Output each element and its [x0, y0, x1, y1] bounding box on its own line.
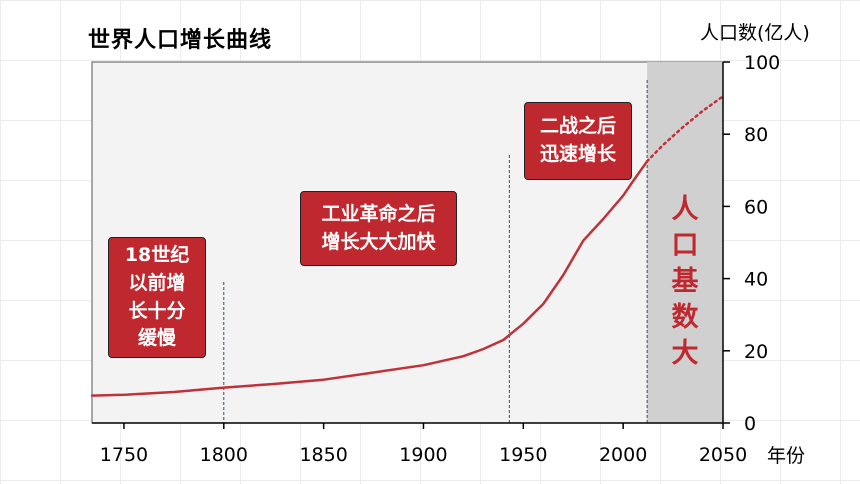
- y-tick-label-100: 100: [744, 52, 780, 74]
- callout-pre-18th-century-text: 18世纪 以前增 长十分 缓慢: [124, 244, 190, 350]
- x-tick-label-2000: 2000: [599, 444, 647, 466]
- callout-industrial-revolution: 工业革命之后 增长大大加快: [300, 191, 457, 266]
- y-tick-label-80: 80: [744, 124, 768, 146]
- callout-post-ww2-text: 二战之后 迅速增长: [539, 115, 616, 165]
- y-axis-unit-label: 人口数(亿人): [700, 22, 810, 44]
- x-tick-label-2050: 2050: [699, 444, 747, 466]
- callout-pre-18th-century: 18世纪 以前增 长十分 缓慢: [108, 237, 206, 358]
- y-tick-label-0: 0: [744, 413, 756, 435]
- x-tick-label-1850: 1850: [299, 444, 347, 466]
- y-tick-label-20: 20: [744, 341, 768, 363]
- x-tick-label-1900: 1900: [399, 444, 447, 466]
- y-tick-label-60: 60: [744, 196, 768, 218]
- shaded-region-label: 人口基数大: [671, 194, 699, 369]
- x-axis-unit-label: 年份: [767, 445, 806, 467]
- shaded-region: [647, 62, 723, 423]
- chart-title: 世界人口增长曲线: [88, 28, 273, 53]
- x-tick-label-1800: 1800: [200, 444, 248, 466]
- x-tick-label-1750: 1750: [100, 444, 148, 466]
- callout-post-ww2: 二战之后 迅速增长: [524, 102, 632, 180]
- x-tick-label-1950: 1950: [499, 444, 547, 466]
- y-tick-label-40: 40: [744, 269, 768, 291]
- projection-line: [645, 95, 725, 163]
- callout-industrial-revolution-text: 工业革命之后 增长大大加快: [321, 202, 436, 253]
- population-line: [90, 160, 649, 397]
